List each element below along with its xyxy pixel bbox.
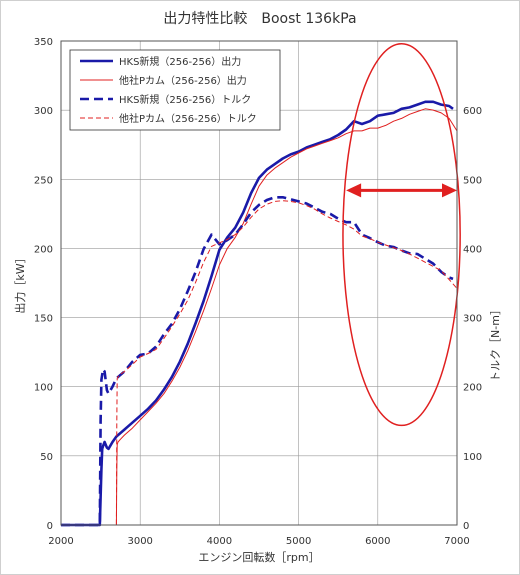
- y-axis-right-title: トルク［N-m］: [489, 304, 502, 382]
- series-line-4: [61, 200, 458, 526]
- y-right-tick-label: 200: [463, 383, 482, 394]
- plot-area-border: [60, 40, 458, 526]
- y-left-tick-label: 200: [34, 244, 53, 255]
- highlight-ellipse: [342, 43, 461, 427]
- legend-label-4: 他社Pカム（256-256）トルク: [119, 112, 257, 125]
- x-tick-label: 4000: [207, 536, 232, 547]
- y-left-tick-label: 150: [34, 314, 53, 325]
- x-tick-label: 3000: [127, 536, 152, 547]
- y-left-tick-label: 50: [40, 452, 53, 463]
- arrow-head-right: [442, 183, 457, 198]
- x-axis-ticks: 2000 3000 4000 5000 6000 7000: [48, 536, 469, 547]
- y-left-tick-label: 0: [47, 521, 53, 532]
- x-axis-title: エンジン回転数［rpm］: [198, 551, 319, 564]
- series-line-1: [61, 100, 454, 527]
- legend-label-1: HKS新規（256-256）出力: [119, 55, 241, 68]
- x-tick-label: 2000: [48, 536, 73, 547]
- y-axis-right-ticks: 0 100 200 300 400 500 600: [463, 106, 482, 532]
- y-left-tick-label: 100: [34, 383, 53, 394]
- annotations: [342, 43, 461, 427]
- x-tick-label: 7000: [444, 536, 469, 547]
- y-right-tick-label: 0: [463, 521, 469, 532]
- chart-title: 出力特性比較 Boost 136kPa: [163, 11, 356, 27]
- y-axis-left-ticks: 0 50 100 150 200 250 300 350: [34, 37, 53, 532]
- legend-label-3: HKS新規（256-256）トルク: [119, 93, 251, 106]
- y-right-tick-label: 600: [463, 106, 482, 117]
- series-line-2: [61, 108, 458, 526]
- y-left-tick-label: 300: [34, 106, 53, 117]
- series-group: [61, 100, 458, 527]
- legend-label-2: 他社Pカム（256-256）出力: [119, 74, 247, 87]
- x-tick-label: 5000: [286, 536, 311, 547]
- arrow-head-left: [346, 183, 362, 198]
- series-line-3: [61, 196, 454, 527]
- y-left-tick-label: 350: [34, 37, 53, 48]
- y-right-tick-label: 400: [463, 244, 482, 255]
- y-axis-left-title: 出力［kW］: [13, 252, 27, 313]
- y-right-tick-label: 300: [463, 314, 482, 325]
- y-right-tick-label: 500: [463, 175, 482, 186]
- x-tick-label: 6000: [365, 536, 390, 547]
- legend-box: [69, 49, 281, 131]
- y-left-tick-label: 250: [34, 175, 53, 186]
- y-right-tick-label: 100: [463, 452, 482, 463]
